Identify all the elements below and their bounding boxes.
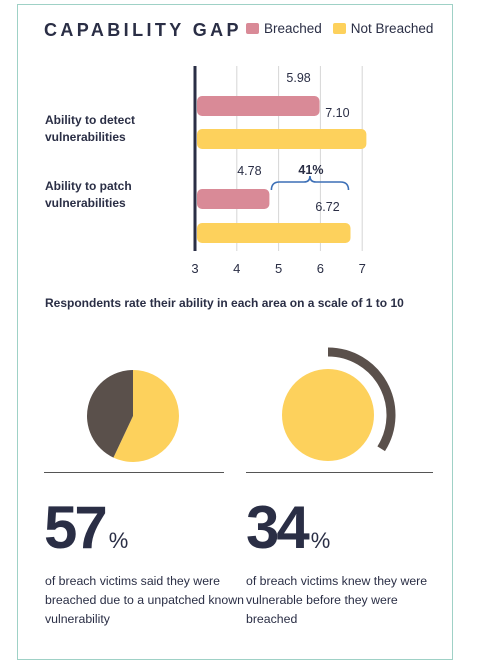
chart-title: CAPABILITY GAP [44,20,242,40]
pie-slice [87,370,133,458]
stat-unit: % [310,528,331,553]
data-label: 4.78 [237,164,261,178]
arc-chart-disc [282,369,374,461]
chart-caption: Respondents rate their ability in each a… [45,296,404,310]
legend-label-breached: Breached [264,21,322,36]
stat-description-left: of breach victims said they were breache… [45,574,244,626]
x-tick-label: 3 [191,261,198,276]
pie-slice [113,370,180,462]
data-label: 6.72 [315,200,339,214]
category-label-patch: Ability to patch vulnerabilities [45,179,132,210]
stat-number: 34 [246,494,310,561]
x-tick-label: 5 [275,261,282,276]
stat-34: 34 % [246,498,330,558]
annotation-label: 41% [298,163,323,177]
data-label: 5.98 [286,71,310,85]
legend-item-breached: Breached [246,21,322,36]
arc-chart-ring [327,347,396,452]
bar-not-breached [197,223,351,243]
bar-not-breached [197,129,367,149]
legend-label-not-breached: Not Breached [350,21,434,36]
stat-number: 57 [44,494,108,561]
stat-description-right: of breach victims knew they were vulnera… [246,574,428,626]
x-tick-label: 7 [359,261,366,276]
bar-breached [197,96,320,116]
x-tick-label: 6 [317,261,324,276]
legend-swatch-breached [246,23,259,34]
legend: Breached Not Breached [246,21,444,36]
legend-swatch-not-breached [332,23,346,34]
category-label-detect: Ability to detect vulnerabilities [45,113,136,144]
bar-breached [197,189,270,209]
stat-57: 57 % [44,498,128,558]
divider-left [44,472,224,473]
x-tick-label: 4 [233,261,240,276]
stat-unit: % [108,528,129,553]
legend-item-not-breached: Not Breached [332,21,434,36]
data-label: 7.10 [325,106,349,120]
infographic-frame [17,4,453,660]
annotation-bracket [270,175,350,191]
divider-right [246,472,433,473]
